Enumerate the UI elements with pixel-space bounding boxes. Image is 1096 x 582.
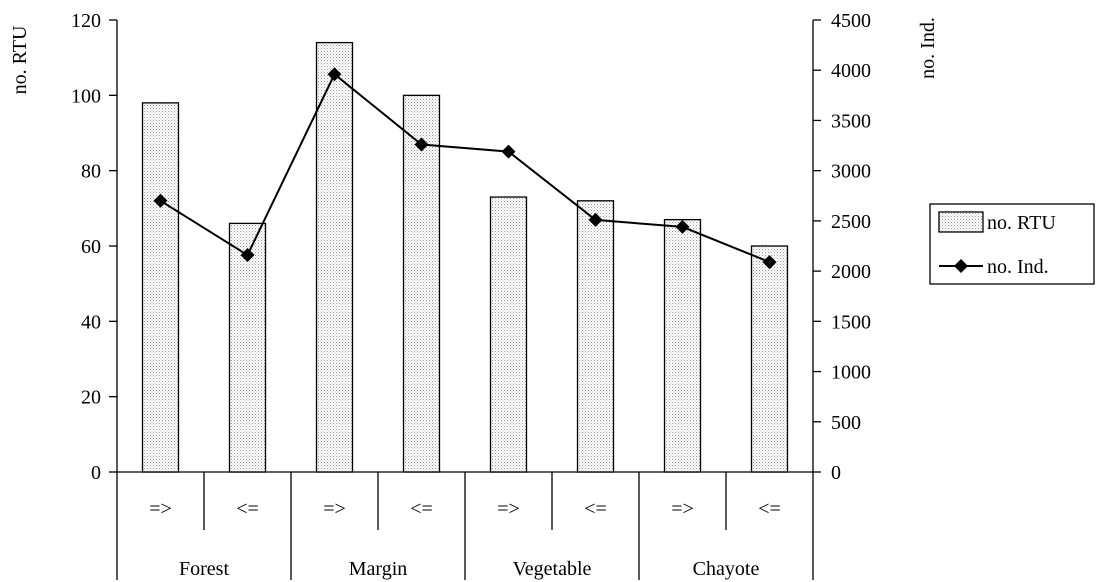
line-point xyxy=(501,144,516,159)
y-right-tick-label: 4000 xyxy=(831,60,871,82)
legend-bar-swatch xyxy=(938,211,984,233)
y-left-tick-label: 0 xyxy=(91,462,101,484)
bar xyxy=(402,94,441,473)
y-left-tick-label: 80 xyxy=(81,161,101,183)
subcategory-label: => xyxy=(497,498,520,520)
line-point xyxy=(762,255,777,270)
legend-label: no. RTU xyxy=(987,212,1056,234)
y-right-tick-label: 4500 xyxy=(831,10,871,32)
subcategory-label: <= xyxy=(758,498,781,520)
bars xyxy=(141,41,789,473)
y-right-tick-label: 2000 xyxy=(831,261,871,283)
y-right-tick-label: 3500 xyxy=(831,110,871,132)
y-left-tick-label: 120 xyxy=(71,10,101,32)
line-point xyxy=(588,212,603,227)
group-label: Forest xyxy=(179,558,229,580)
line-point xyxy=(240,248,255,263)
subcategory-label: <= xyxy=(584,498,607,520)
subcategory-label: => xyxy=(671,498,694,520)
group-label: Vegetable xyxy=(513,558,592,580)
subcategory-label: => xyxy=(149,498,172,520)
legend: no. RTU no. Ind. xyxy=(929,203,1095,285)
y-left-tick-label: 40 xyxy=(81,311,101,333)
bar xyxy=(663,218,702,473)
subcategory-label: <= xyxy=(410,498,433,520)
bar xyxy=(576,200,615,473)
legend-label: no. Ind. xyxy=(987,256,1049,278)
line-point xyxy=(153,193,168,208)
y-left-title: no. RTU xyxy=(9,25,31,94)
group-label: Margin xyxy=(349,558,408,580)
y-right-tick-label: 1500 xyxy=(831,311,871,333)
y-right-title: no. Ind. xyxy=(917,17,939,79)
legend-line-marker xyxy=(954,259,968,273)
series-line xyxy=(159,72,770,263)
y-right-tick-label: 500 xyxy=(831,412,861,434)
y-right-tick-label: 0 xyxy=(831,462,841,484)
line-point xyxy=(327,67,342,82)
bar xyxy=(489,196,528,473)
line-point xyxy=(675,219,690,234)
y-right-tick-label: 3000 xyxy=(831,161,871,183)
bar xyxy=(315,41,354,473)
line-point xyxy=(414,137,429,152)
bar xyxy=(141,102,180,473)
y-left-tick-label: 100 xyxy=(71,85,101,107)
group-label: Chayote xyxy=(693,558,760,580)
category-axis: => <= => <= => <= => <= Forest Margin Vegetable Cha… xyxy=(116,472,814,580)
y-left-tick-label: 20 xyxy=(81,387,101,409)
y-right-tick-label: 2500 xyxy=(831,211,871,233)
y-right-tick-label: 1000 xyxy=(831,362,871,384)
bar xyxy=(750,245,789,473)
line-series xyxy=(153,67,777,270)
subcategory-label: => xyxy=(323,498,346,520)
bar xyxy=(228,222,267,473)
subcategory-label: <= xyxy=(236,498,259,520)
y-left-tick-label: 60 xyxy=(81,236,101,258)
